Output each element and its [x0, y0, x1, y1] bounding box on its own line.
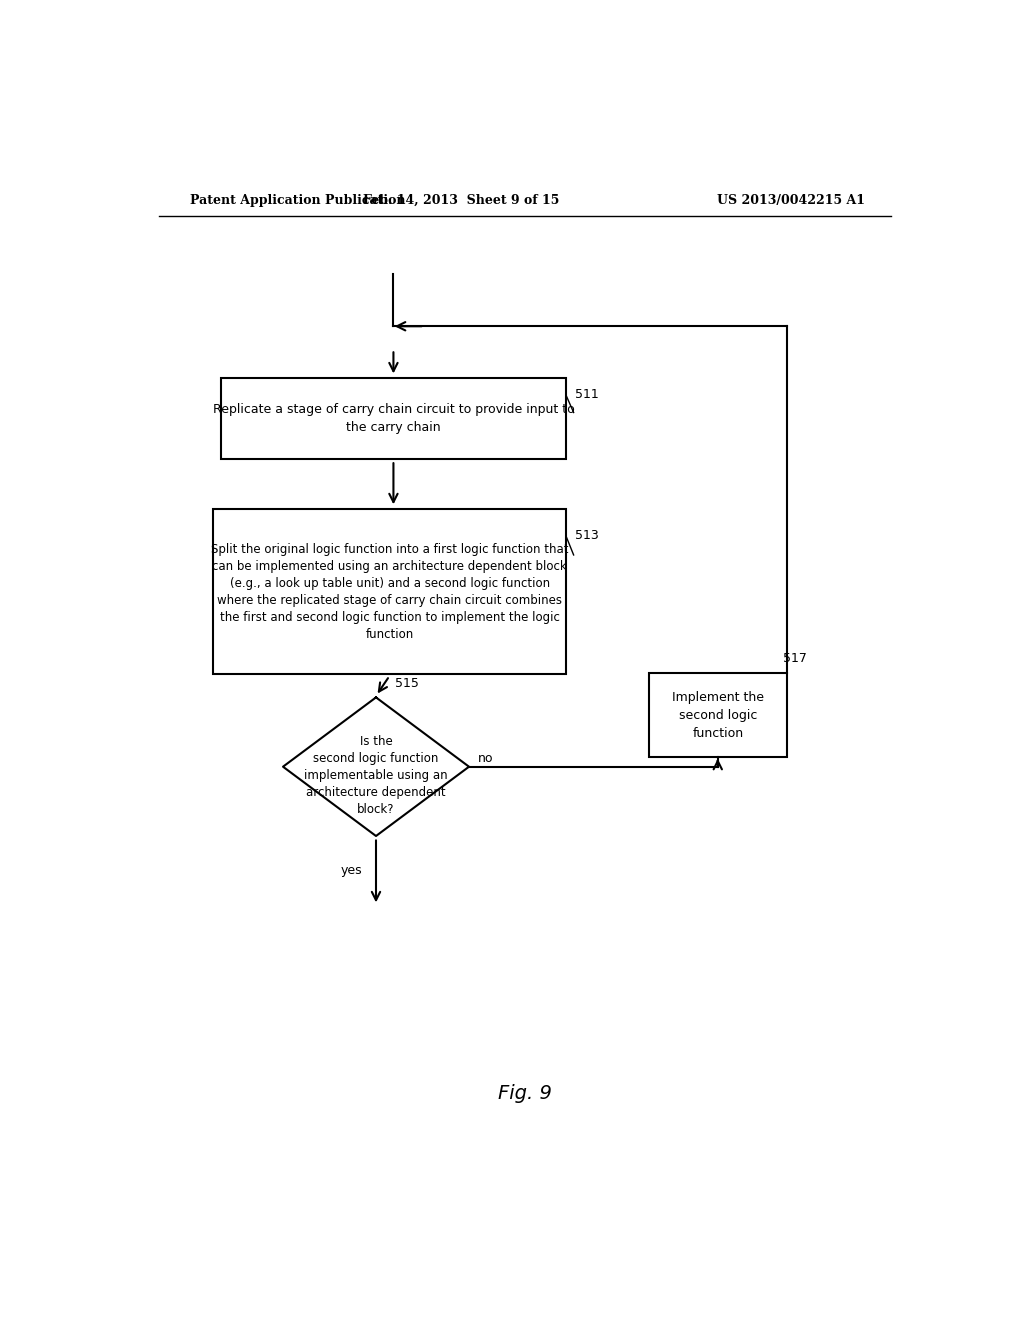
Text: 513: 513 — [575, 529, 599, 543]
Text: Patent Application Publication: Patent Application Publication — [190, 194, 406, 207]
Text: no: no — [478, 752, 494, 766]
Text: Implement the
second logic
function: Implement the second logic function — [672, 690, 764, 739]
Text: Replicate a stage of carry chain circuit to provide input to
the carry chain: Replicate a stage of carry chain circuit… — [213, 403, 574, 434]
Text: US 2013/0042215 A1: US 2013/0042215 A1 — [717, 194, 865, 207]
Text: Fig. 9: Fig. 9 — [498, 1085, 552, 1104]
FancyBboxPatch shape — [213, 508, 566, 675]
Text: Feb. 14, 2013  Sheet 9 of 15: Feb. 14, 2013 Sheet 9 of 15 — [364, 194, 559, 207]
Text: 515: 515 — [395, 677, 419, 690]
Text: Is the
second logic function
implementable using an
architecture dependent
block: Is the second logic function implementab… — [304, 735, 447, 817]
Text: Split the original logic function into a first logic function that
can be implem: Split the original logic function into a… — [211, 543, 568, 640]
Text: yes: yes — [340, 865, 362, 878]
Text: 517: 517 — [783, 652, 807, 665]
Text: 511: 511 — [575, 388, 599, 401]
FancyBboxPatch shape — [649, 673, 786, 758]
FancyBboxPatch shape — [221, 378, 566, 459]
